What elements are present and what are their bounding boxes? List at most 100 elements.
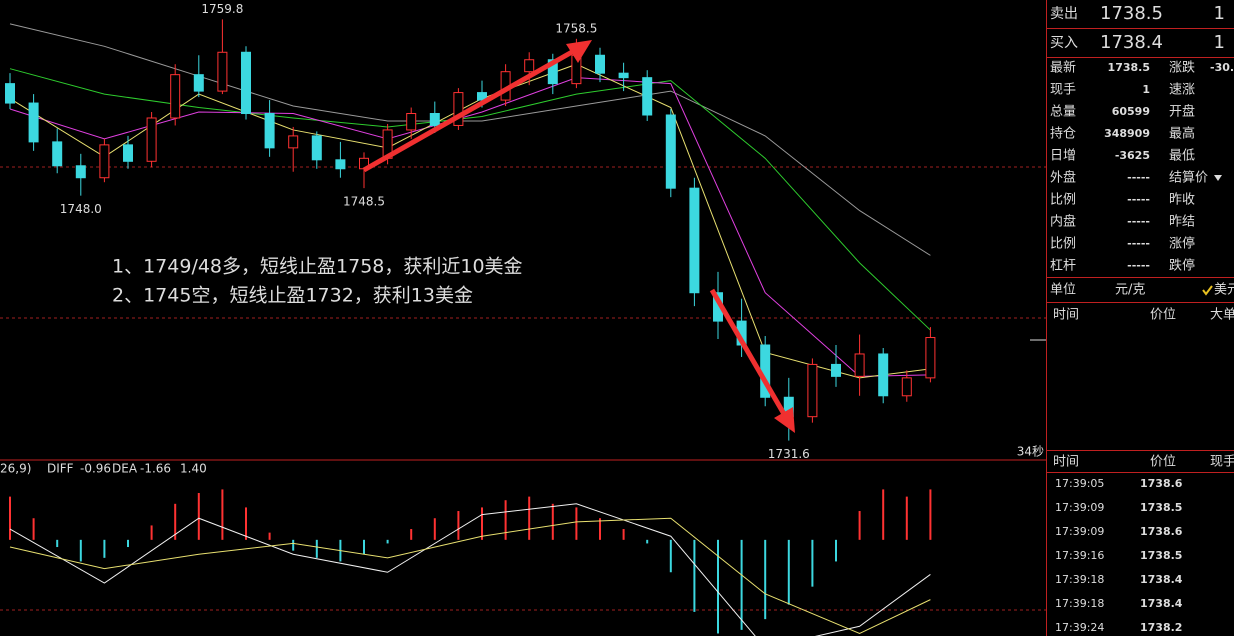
candle-body — [5, 83, 15, 104]
macd-panel: 26,9) DIFF -0.96 DEA -1.66 1.40 — [0, 462, 932, 636]
stat-label: 速涨 — [1169, 83, 1195, 98]
buy-label: 买入 — [1050, 35, 1078, 51]
trade-time: 17:39:24 — [1055, 621, 1104, 634]
stat-label: 杠杆 — [1050, 258, 1076, 274]
trade-price: 1738.6 — [1140, 525, 1183, 538]
stat-value: 60599 — [1112, 105, 1150, 118]
candle-body — [28, 102, 39, 143]
check-icon[interactable] — [1202, 285, 1213, 296]
trade-time: 17:39:05 — [1055, 477, 1104, 490]
candle-body — [689, 187, 700, 294]
stat-label: 开盘 — [1169, 104, 1195, 120]
unit-text: 美元 — [1214, 283, 1234, 298]
candle-body — [547, 59, 558, 85]
buy-price: 1738.4 — [1100, 32, 1163, 53]
trade-header: 时间 — [1053, 455, 1079, 470]
extreme-label: 1748.5 — [343, 195, 385, 209]
stat-value: 348909 — [1104, 127, 1150, 140]
stat-label: 最新 — [1050, 60, 1076, 76]
arrow — [709, 288, 787, 416]
sell-label: 卖出 — [1050, 6, 1078, 22]
extreme-label: 1758.5 — [555, 21, 597, 35]
sell-qty: 1 — [1214, 3, 1225, 24]
trade-price: 1738.5 — [1140, 501, 1182, 514]
candle-body — [429, 113, 440, 126]
candle-body — [288, 135, 299, 149]
stat-label: 最高 — [1169, 126, 1195, 142]
candle-body — [123, 144, 133, 162]
stat-label: 现手 — [1050, 83, 1076, 98]
ma-line — [9, 77, 931, 377]
trade-header: 现手 — [1210, 455, 1234, 470]
candle-body — [193, 74, 204, 92]
buy-qty: 1 — [1214, 32, 1225, 53]
trade-price: 1738.2 — [1140, 621, 1182, 634]
candle-body — [311, 135, 322, 161]
stat-value: -3625 — [1115, 149, 1150, 162]
candle-body — [665, 114, 676, 189]
arrow — [362, 49, 574, 173]
candle-body — [595, 54, 605, 74]
candle-body — [878, 353, 889, 397]
annotation: 2、1745空，短线止盈1732，获利13美金 — [112, 285, 473, 307]
candle-body — [335, 159, 346, 170]
trade-time: 17:39:16 — [1055, 549, 1104, 562]
stat-label: 外盘 — [1050, 170, 1076, 186]
candle-body — [99, 144, 110, 179]
stat-label: 比例 — [1050, 193, 1076, 208]
candle-body — [642, 77, 653, 116]
candle-body — [264, 113, 275, 149]
macd-value: 1.40 — [180, 462, 207, 476]
stat-value: 1738.5 — [1108, 61, 1150, 74]
diff-value: -0.96 — [80, 462, 111, 476]
dea-label: DEA — [112, 462, 138, 476]
stat-label: 涨停 — [1169, 236, 1195, 252]
timer: 34秒 — [1017, 445, 1044, 459]
tick-header: 时间 — [1053, 308, 1079, 323]
candle-body — [618, 72, 629, 79]
candle-body — [217, 51, 228, 92]
candle-body — [146, 117, 157, 162]
stat-label: 日增 — [1050, 149, 1076, 164]
candle-body — [901, 377, 912, 397]
candle-body — [406, 113, 417, 131]
unit-text: 元/克 — [1115, 283, 1145, 298]
candle-body — [854, 353, 865, 377]
stat-value: ----- — [1127, 237, 1150, 250]
stat-label: 涨跌 — [1169, 60, 1195, 76]
dropdown-icon[interactable] — [1214, 175, 1222, 181]
annotation: 1、1749/48多，短线止盈1758，获利近10美金 — [112, 256, 523, 278]
sell-price: 1738.5 — [1100, 3, 1163, 24]
candle-body — [831, 363, 841, 377]
ma-line — [9, 23, 931, 256]
stat-label: 内盘 — [1050, 214, 1076, 230]
trade-price: 1738.4 — [1140, 573, 1183, 586]
macd-params: 26,9) — [0, 462, 31, 476]
candle-body — [75, 165, 86, 179]
diff-label: DIFF — [47, 462, 74, 476]
trade-time: 17:39:18 — [1055, 597, 1104, 610]
trade-price: 1738.4 — [1140, 597, 1183, 610]
candle-body — [453, 92, 464, 126]
stat-label: 总量 — [1050, 105, 1076, 120]
candle-body — [524, 59, 535, 73]
dea-line — [9, 517, 931, 635]
stat-label: 跌停 — [1169, 258, 1195, 274]
ma-line — [9, 68, 931, 331]
trade-price: 1738.6 — [1140, 477, 1183, 490]
arrow-head — [774, 407, 795, 433]
candle-body — [241, 51, 251, 115]
candle-body — [170, 74, 181, 119]
candle-body — [477, 92, 487, 101]
trade-time: 17:39:09 — [1055, 501, 1104, 514]
arrow-head — [566, 40, 592, 63]
stat-label: 昨收 — [1169, 193, 1195, 208]
candle-body — [925, 337, 936, 379]
stat-label: 持仓 — [1050, 127, 1076, 142]
stat-value: ----- — [1127, 215, 1150, 228]
stat-value: ----- — [1127, 193, 1150, 206]
